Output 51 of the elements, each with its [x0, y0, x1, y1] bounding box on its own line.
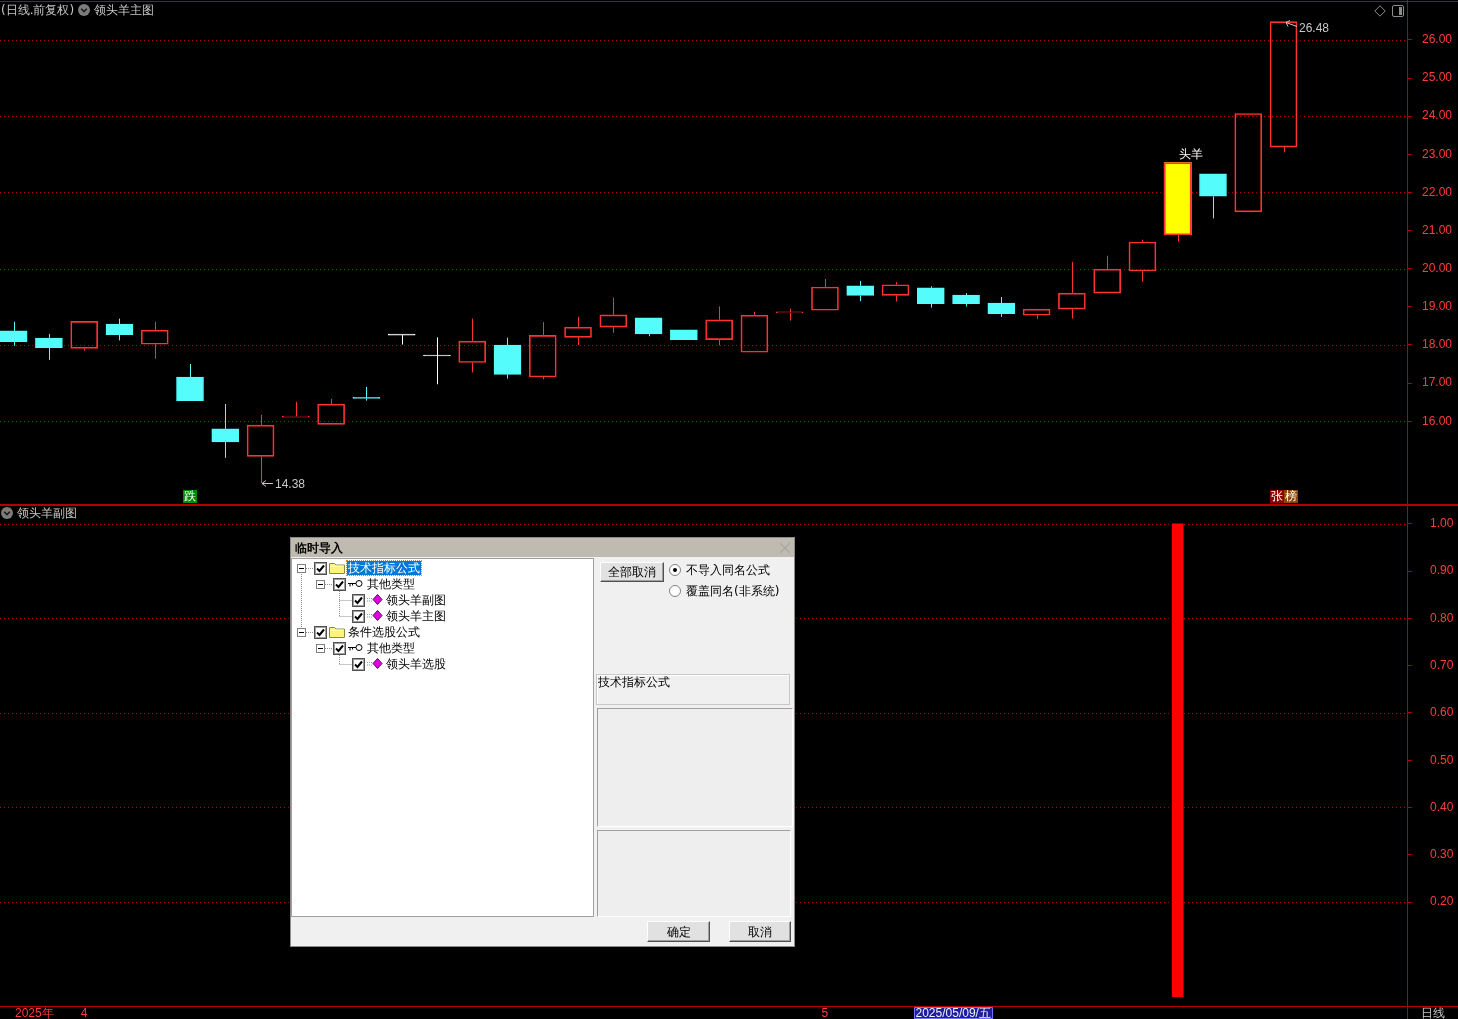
group-frame: 技术指标公式	[596, 674, 790, 705]
annotation: 领头羊副图	[386, 593, 446, 607]
y-tick-label: 0.90	[1430, 563, 1454, 578]
annotation: 其他类型	[367, 641, 415, 655]
y-tick-label: 0.60	[1430, 705, 1454, 720]
button: 取消	[729, 921, 791, 942]
y-tick-label: 0.80	[1430, 610, 1454, 625]
chart-subtitle: 领头羊主图	[94, 3, 155, 17]
y-tick-label: 1.00	[1430, 516, 1454, 531]
y-tick-label: 17.00	[1422, 375, 1453, 390]
annotation: 技术指标公式	[598, 675, 670, 689]
annotation: 其他类型	[367, 577, 415, 591]
annotation: 取消	[748, 924, 772, 939]
annotation: 领头羊选股	[386, 657, 446, 671]
y-tick-label: 0.50	[1430, 752, 1454, 767]
y-tick-label: 25.00	[1422, 70, 1453, 85]
text: 临时导入	[295, 541, 343, 555]
annotation: 技术指标公式	[347, 561, 421, 575]
button: 全部取消	[600, 562, 664, 582]
annotation: 条件选股公式	[348, 625, 420, 639]
annotation: 张榜	[1271, 489, 1297, 504]
y-tick-label: 0.40	[1430, 799, 1454, 814]
annotation: 全部取消	[608, 565, 656, 579]
x-tick-label: 4	[80, 1005, 88, 1019]
y-tick-label: 0.70	[1430, 658, 1454, 673]
y-tick-label: 0.30	[1430, 847, 1454, 862]
y-tick-label: 23.00	[1422, 146, 1453, 161]
x-tick-label: 5	[821, 1005, 829, 1019]
annotation: 不导入同名公式	[686, 563, 770, 577]
text: 日线	[1420, 1005, 1445, 1019]
y-tick-label: 18.00	[1422, 337, 1453, 352]
y-tick-label: 0.20	[1430, 894, 1454, 909]
annotation: 14.38	[275, 476, 306, 491]
button: 确定	[647, 921, 710, 942]
text: 2025/05/09/五	[915, 1006, 991, 1019]
annotation: 确定	[666, 924, 691, 939]
annotation: 头羊	[1179, 147, 1203, 161]
y-tick-label: 20.00	[1422, 261, 1453, 276]
annotation: 覆盖同名(非系统)	[686, 584, 780, 598]
annotation: 26.48	[1299, 20, 1330, 35]
annotation: 2025年	[15, 1005, 54, 1019]
y-tick-label: 16.00	[1422, 413, 1453, 428]
chart-title: 领头羊副图	[17, 506, 77, 520]
y-tick-label: 26.00	[1422, 32, 1453, 47]
annotation: 跌	[184, 489, 196, 504]
chart-title: (日线.前复权)	[1, 3, 75, 17]
y-tick-label: 22.00	[1422, 184, 1453, 199]
y-tick-label: 24.00	[1422, 108, 1453, 123]
y-tick-label: 19.00	[1422, 299, 1453, 314]
annotation: 领头羊主图	[386, 609, 446, 623]
y-tick-label: 21.00	[1422, 222, 1453, 237]
